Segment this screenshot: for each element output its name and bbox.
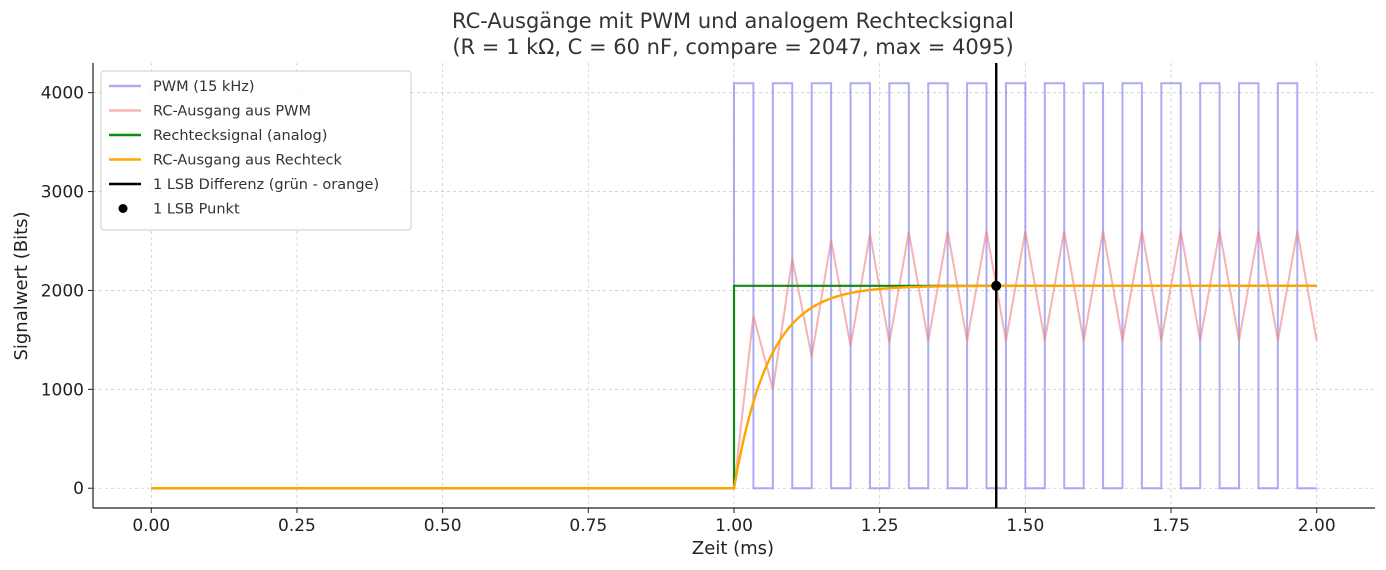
y-tick-label-2: 2000 [41,281,84,301]
x-tick-label-7: 1.75 [1152,516,1190,536]
legend-label-pwm: PWM (15 kHz) [153,79,255,95]
x-tick-label-4: 1.00 [715,516,753,536]
x-tick-label-0: 0.00 [132,516,170,536]
y-tick-label-0: 0 [73,479,84,499]
x-tick-label-8: 2.00 [1298,516,1336,536]
series-layer [151,63,1318,508]
y-tick-label-1: 1000 [41,380,84,400]
legend-label-lsb_point: 1 LSB Punkt [153,202,240,218]
legend: PWM (15 kHz) RC-Ausgang aus PWM Rechtecksi… [100,70,412,231]
x-tick-label-1: 0.25 [278,516,316,536]
ticks: 0.00 0.25 0.50 0.75 1.00 1.25 1.50 1.75 2.00 0 100… [41,84,1336,536]
legend-label-rc_pwm: RC-Ausgang aus PWM [153,104,311,120]
legend-box [100,70,412,231]
x-tick-label-5: 1.25 [861,516,899,536]
x-tick-label-3: 0.75 [569,516,607,536]
chart-title-line2: (R = 1 kΩ, C = 60 nF, compare = 2047, ma… [452,35,1013,59]
legend-label-square: Rechtecksignal (analog) [153,128,327,144]
legend-marker-lsb_point [118,204,128,213]
y-axis-label: Signalwert (Bits) [11,211,32,360]
series-rc-square [151,284,1317,490]
x-tick-label-6: 1.50 [1006,516,1044,536]
y-tick-label-3: 3000 [41,183,84,203]
series-pwm [151,82,1317,490]
lsb-point-marker [991,280,1002,291]
x-tick-label-2: 0.50 [424,516,462,536]
y-tick-label-4: 4000 [41,84,84,104]
legend-label-lsb_line: 1 LSB Differenz (grün - orange) [153,177,379,193]
chart-title-line1: RC-Ausgänge mit PWM und analogem Rechtec… [452,9,1014,33]
legend-label-rc_square: RC-Ausgang aus Rechteck [153,153,342,169]
x-axis-label: Zeit (ms) [692,538,774,559]
